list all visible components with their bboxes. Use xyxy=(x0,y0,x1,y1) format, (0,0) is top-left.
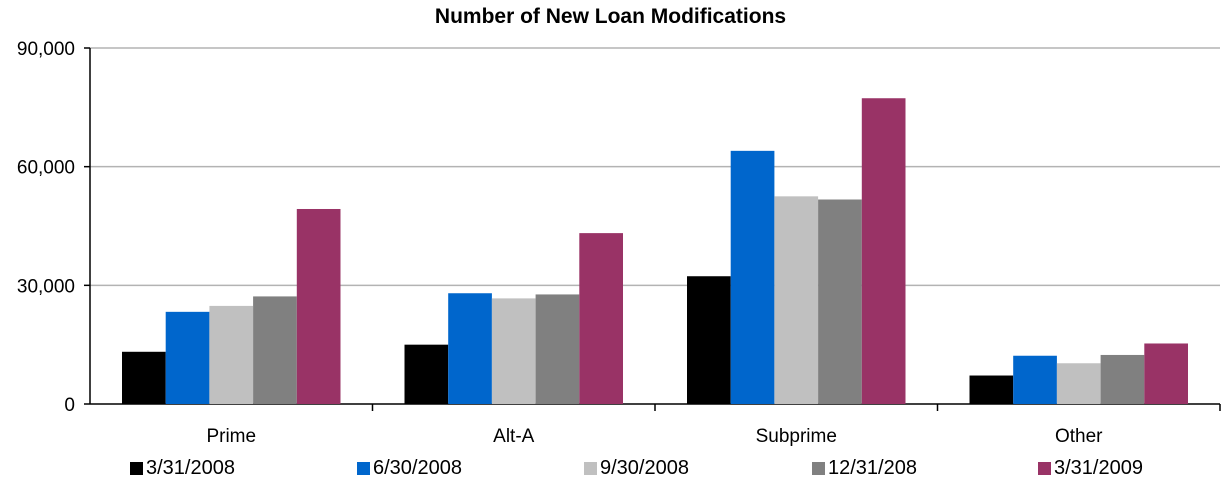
chart-title: Number of New Loan Modifications xyxy=(434,5,787,28)
legend-swatch xyxy=(584,461,597,475)
legend-swatch xyxy=(812,461,825,475)
bar xyxy=(861,98,906,404)
bar xyxy=(122,351,166,404)
bar xyxy=(448,293,492,404)
y-tick-label: 60,000 xyxy=(17,158,75,179)
x-tick-label: Prime xyxy=(206,426,256,447)
legend-swatch xyxy=(130,461,143,475)
x-tick-label: Alt-A xyxy=(493,426,535,447)
legend-label: 9/30/2008 xyxy=(600,456,689,479)
bar xyxy=(730,150,775,404)
x-tick-label: Subprime xyxy=(756,426,837,447)
y-tick-label: 30,000 xyxy=(17,276,75,297)
legend-item: 6/30/2008 xyxy=(357,455,462,481)
legend-label: 12/31/208 xyxy=(828,456,917,479)
y-tick-label: 0 xyxy=(64,395,75,416)
bar xyxy=(579,233,623,404)
bar xyxy=(1100,354,1145,404)
bar xyxy=(818,199,862,404)
bar xyxy=(404,344,449,404)
bar xyxy=(296,208,341,404)
legend-item: 12/31/208 xyxy=(812,455,917,481)
bar xyxy=(687,276,731,404)
bar xyxy=(1144,343,1188,404)
bar xyxy=(491,298,536,404)
bar xyxy=(1013,355,1057,404)
bar xyxy=(165,311,210,404)
bar xyxy=(535,294,580,404)
legend-item: 3/31/2008 xyxy=(130,455,235,481)
legend-label: 3/31/2008 xyxy=(146,456,235,479)
bar xyxy=(209,305,254,404)
y-tick-label: 90,000 xyxy=(17,39,75,60)
bar xyxy=(253,296,297,404)
bar xyxy=(774,196,819,404)
legend-label: 6/30/2008 xyxy=(373,456,462,479)
legend-swatch xyxy=(1038,461,1051,475)
legend-label: 3/31/2009 xyxy=(1054,456,1143,479)
bar xyxy=(969,375,1014,404)
x-tick-label: Other xyxy=(1055,426,1103,447)
bar-chart: 0 30,000 60,000 90,000 Prime Alt-A Subprime Oth… xyxy=(17,39,1221,447)
bar xyxy=(1056,363,1101,404)
legend-item: 3/31/2009 xyxy=(1038,455,1143,481)
legend-item: 9/30/2008 xyxy=(584,455,689,481)
chart-legend: 3/31/2008 6/30/2008 9/30/2008 12/31/208 … xyxy=(0,455,1221,481)
legend-swatch xyxy=(357,461,370,475)
